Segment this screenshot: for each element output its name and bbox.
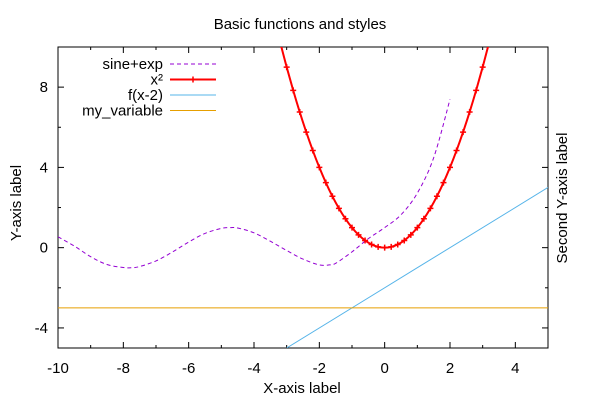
y-tick-label: 0 [40,240,48,257]
series-line [286,187,548,348]
data-point [486,39,492,45]
data-point [447,164,453,171]
y2-axis-label: Second Y-axis label [554,133,571,264]
data-point [309,147,316,154]
data-point [283,64,290,71]
legend-entry: f(x-2) [128,87,216,104]
data-point [460,129,467,136]
data-point [453,147,460,154]
y-tick-label: -4 [35,320,48,337]
legend-label: sine+exp [103,56,163,73]
legend-entry: sine+exp [103,56,216,73]
data-point [440,179,447,186]
data-point [473,87,480,94]
data-point [401,237,408,244]
series-x [277,39,492,251]
legend-label: my_variable [82,103,163,120]
series-line [58,99,451,269]
data-point [290,87,297,94]
data-point [388,243,395,250]
data-point [433,193,440,200]
series-line [280,47,489,249]
legend-entry: x² [151,72,216,89]
data-point [296,109,303,116]
data-point [349,224,355,231]
chart-title: Basic functions and styles [214,16,387,33]
data-point [316,164,323,171]
y-tick-label: 4 [40,159,48,176]
x-tick-label: -4 [247,360,260,377]
legend-entry: my_variable [82,103,216,120]
x-axis-label: X-axis label [263,380,341,397]
y-axis-label: Y-axis label [8,165,25,241]
data-point [322,179,329,186]
data-point [355,231,362,238]
data-point [414,224,421,231]
data-point [407,231,414,238]
x-tick-label: -8 [117,360,130,377]
y-tick-label: 8 [40,79,48,96]
data-point [375,243,382,250]
x-tick-label: 0 [380,360,388,377]
data-point [329,193,336,200]
data-point [479,64,486,71]
legend-label: x² [151,72,164,89]
data-point [427,205,434,212]
data-point [368,241,375,248]
data-point [277,39,283,45]
data-point [362,237,369,244]
series-sine-exp [58,99,451,269]
data-point [381,244,388,251]
x-tick-label: -2 [313,360,326,377]
plot-area: -10 -8 -6 -4 -2 0 2 4 -4 0 4 8 [35,39,549,377]
x-tick-label: -6 [182,360,195,377]
x-tick-label: 2 [446,360,454,377]
data-point [394,241,401,248]
data-point [303,129,310,136]
data-point [342,215,349,222]
legend-point [190,76,196,83]
plot-frame [57,46,549,349]
data-point [335,205,342,212]
legend-label: f(x-2) [128,87,163,104]
x-tick-label: -10 [47,360,69,377]
data-point [420,215,427,222]
x-tick-label: 4 [511,360,519,377]
data-point [466,109,473,116]
series-f-x-2 [286,187,548,348]
